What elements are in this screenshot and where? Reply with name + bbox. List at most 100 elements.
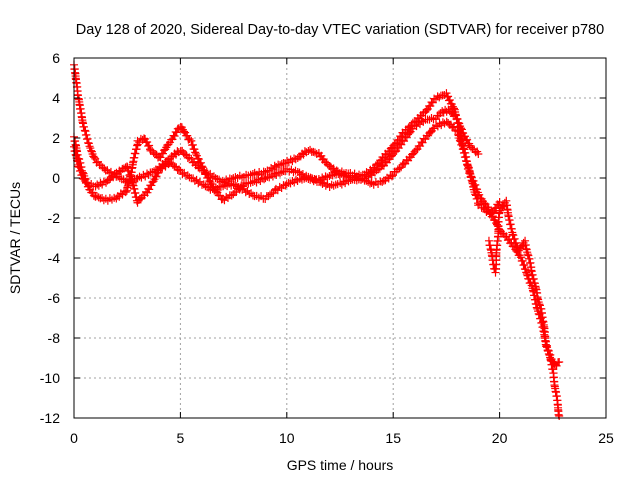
x-tick-label: 5 xyxy=(177,430,185,446)
data-point xyxy=(107,195,116,204)
data-point xyxy=(275,169,284,178)
data-point xyxy=(101,194,110,203)
data-point xyxy=(512,238,521,247)
data-point xyxy=(192,175,201,184)
data-point xyxy=(408,118,417,127)
data-point xyxy=(510,234,519,243)
data-point xyxy=(471,180,480,189)
data-point xyxy=(266,190,275,199)
axis-ticks: 0 5 10 15 20 25 -12 -10 -8 -6 -4 -2 0 2 4 6 xyxy=(40,50,614,446)
data-point xyxy=(79,122,88,131)
data-point xyxy=(309,177,318,186)
y-tick-label: -8 xyxy=(48,330,61,346)
data-point xyxy=(325,171,334,180)
y-tick-label: -12 xyxy=(40,410,60,426)
plot-frame xyxy=(73,57,607,419)
data-point xyxy=(187,136,196,145)
data-point xyxy=(185,173,194,182)
data-point xyxy=(304,147,313,156)
data-point xyxy=(149,177,158,186)
data-point xyxy=(309,147,318,156)
data-point xyxy=(222,192,231,201)
data-point xyxy=(542,342,551,351)
data-point xyxy=(225,179,234,188)
y-tick-label: 2 xyxy=(52,130,60,146)
data-point xyxy=(85,142,94,151)
data-point xyxy=(535,300,544,309)
data-point xyxy=(194,179,203,188)
data-point xyxy=(522,269,531,278)
data-point xyxy=(474,150,483,158)
data-point xyxy=(469,176,478,185)
y-tick-label: 6 xyxy=(52,50,60,66)
data-point xyxy=(185,135,194,144)
data-point xyxy=(458,140,467,149)
data-point xyxy=(218,194,227,203)
data-point xyxy=(435,93,444,102)
data-point xyxy=(172,128,181,137)
data-point xyxy=(124,166,133,175)
data-point xyxy=(90,153,99,162)
data-point xyxy=(445,96,454,105)
data-point xyxy=(455,136,464,145)
data-point xyxy=(357,175,366,184)
data-point xyxy=(176,166,185,175)
data-point xyxy=(387,172,396,181)
data-point xyxy=(422,106,431,115)
data-point xyxy=(467,172,476,181)
data-point xyxy=(449,104,458,113)
data-point xyxy=(411,146,420,155)
data-points xyxy=(70,60,564,420)
data-point xyxy=(143,169,152,178)
y-tick-label: -6 xyxy=(48,290,61,306)
data-point xyxy=(480,199,489,208)
data-point xyxy=(175,165,184,174)
data-point xyxy=(245,190,254,199)
data-point xyxy=(508,230,517,239)
data-point xyxy=(239,172,248,181)
data-point xyxy=(430,124,439,133)
chart-title: Day 128 of 2020, Sidereal Day-to-day VTE… xyxy=(76,22,604,38)
data-point xyxy=(206,178,215,187)
data-point xyxy=(522,268,531,277)
grid-lines xyxy=(74,58,606,418)
data-point xyxy=(197,162,206,171)
data-point xyxy=(180,127,189,136)
data-point xyxy=(475,190,484,199)
data-point xyxy=(191,148,200,157)
x-tick-label: 0 xyxy=(70,430,78,446)
data-point xyxy=(464,162,473,171)
data-point xyxy=(194,155,203,164)
y-tick-label: 4 xyxy=(52,90,60,106)
data-point xyxy=(390,140,399,149)
data-point xyxy=(555,412,564,420)
data-point xyxy=(275,161,284,170)
data-point xyxy=(277,167,286,176)
data-point xyxy=(467,173,476,182)
data-point xyxy=(200,166,209,175)
x-tick-label: 20 xyxy=(492,430,508,446)
data-point xyxy=(433,92,442,101)
data-point xyxy=(364,177,373,186)
data-point xyxy=(444,92,453,101)
data-point xyxy=(232,182,241,191)
data-point xyxy=(270,161,279,170)
x-tick-label: 25 xyxy=(598,430,614,446)
data-point xyxy=(509,231,518,240)
data-point xyxy=(93,192,102,201)
data-point xyxy=(76,166,85,175)
data-point xyxy=(115,174,124,183)
data-point xyxy=(87,146,96,155)
data-point xyxy=(488,212,497,221)
data-point xyxy=(275,182,284,191)
y-tick-label: -10 xyxy=(40,370,60,386)
data-point xyxy=(390,148,399,157)
y-tick-label: 0 xyxy=(52,170,60,186)
data-point xyxy=(543,343,552,352)
data-point xyxy=(544,346,553,355)
data-point xyxy=(126,170,135,179)
data-point xyxy=(321,181,330,190)
data-point xyxy=(133,136,142,145)
data-point xyxy=(240,184,249,193)
